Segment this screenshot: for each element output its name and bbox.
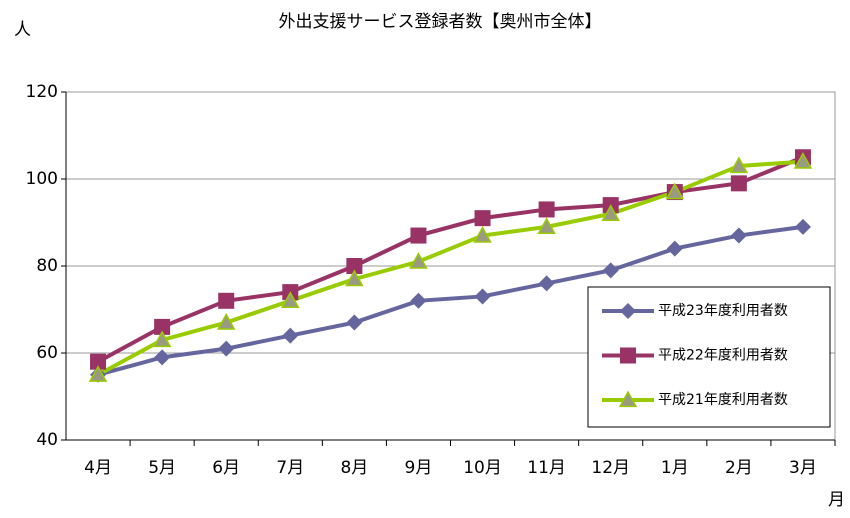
marker [729,156,749,174]
x-axis-label: 月 [828,490,845,510]
series-line [97,155,804,364]
marker [538,201,555,218]
series-line [97,159,804,377]
y-tick-label: 40 [36,430,58,450]
marker [216,313,236,330]
marker [345,269,364,287]
marker [410,292,427,309]
x-tick-label: 10月 [463,458,502,478]
marker [602,262,619,279]
y-axis-label: 人 [14,20,31,40]
marker [346,314,363,331]
y-tick-label: 120 [26,82,58,102]
marker [666,240,683,257]
chart-title: 外出支援サービス登録者数【奥州市全体】 [279,12,602,32]
marker [281,291,300,308]
marker [154,318,171,335]
marker [601,204,620,221]
marker [665,182,685,200]
legend-label: 平成23年度利用者数 [658,303,788,319]
marker [794,218,811,235]
marker [793,152,813,169]
y-tick-label: 100 [26,169,58,189]
y-tick-label: 60 [36,343,58,363]
marker [346,258,363,274]
x-tick-label: 5月 [148,458,176,478]
marker [282,327,299,344]
x-tick-label: 7月 [276,458,304,478]
legend-label: 平成21年度利用者数 [658,392,788,408]
marker [538,275,555,292]
x-tick-label: 6月 [212,458,240,478]
x-tick-label: 1月 [661,458,689,478]
marker [409,252,428,269]
legend-label: 平成22年度利用者数 [658,348,788,364]
x-tick-label: 8月 [340,458,368,478]
x-tick-label: 4月 [84,458,112,478]
series-line [97,224,804,377]
marker [474,288,491,305]
legend-marker [620,303,636,319]
marker [537,217,556,234]
marker [473,226,492,243]
legend-marker [620,347,636,364]
x-tick-label: 12月 [591,458,630,478]
marker [154,349,171,366]
marker [90,353,107,370]
marker [218,340,235,357]
marker [730,175,747,192]
marker [88,365,108,382]
marker [474,210,491,227]
marker [218,292,235,309]
marker [152,330,172,348]
marker [730,227,747,244]
x-tick-label: 11月 [527,458,566,478]
x-tick-label: 3月 [789,458,817,478]
x-tick-label: 9月 [405,458,433,478]
x-tick-label: 2月 [725,458,753,478]
marker [410,227,427,244]
y-tick-label: 80 [36,256,58,276]
legend-marker [618,390,638,408]
